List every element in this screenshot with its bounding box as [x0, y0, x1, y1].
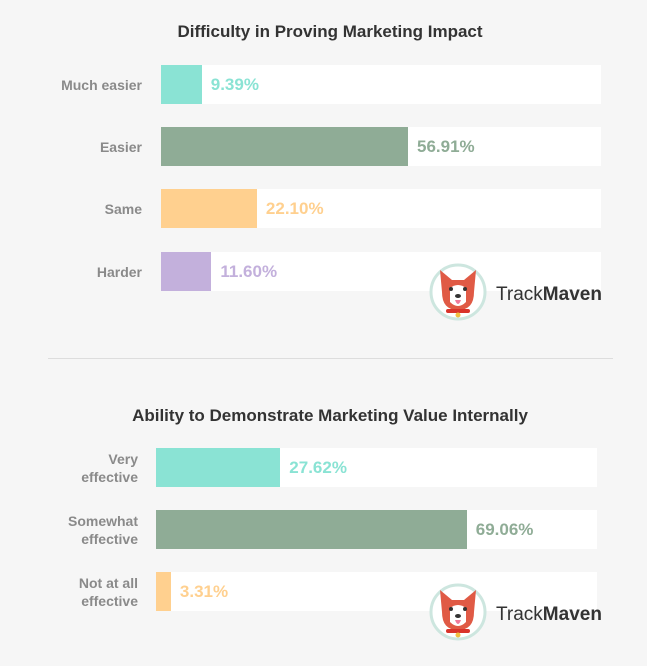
data-label: 11.60%	[220, 262, 278, 281]
logo-text-light: Track	[496, 603, 543, 625]
bar	[161, 189, 257, 228]
bar	[161, 127, 408, 166]
bar-track: 56.91%	[161, 127, 601, 166]
chart-title: Ability to Demonstrate Marketing Value I…	[132, 406, 528, 425]
data-label: 9.39%	[210, 75, 259, 94]
category-label: Much easier	[61, 76, 142, 93]
bar	[156, 510, 467, 549]
bar	[156, 448, 281, 487]
section-divider	[48, 358, 613, 359]
logo-text-bold: Maven	[542, 603, 602, 625]
bar-track: 22.10%	[161, 189, 601, 228]
logo-text-bold: Maven	[542, 283, 602, 305]
corgi-mascot-icon	[428, 582, 488, 647]
data-label: 69.06%	[475, 520, 534, 539]
chart-title: Difficulty in Proving Marketing Impact	[177, 22, 483, 41]
category-label: Very effective	[81, 450, 138, 485]
data-label: 3.31%	[179, 582, 229, 601]
trackmaven-logo: TrackMaven	[428, 262, 602, 327]
category-label: Same	[104, 200, 142, 217]
bar-track: 27.62%	[156, 448, 597, 487]
category-label: Not at all effective	[78, 574, 138, 609]
bar-track: 9.39%	[161, 65, 601, 104]
data-label: 56.91%	[416, 137, 475, 156]
category-label: Somewhat effective	[67, 512, 138, 547]
bar	[161, 252, 212, 291]
category-label: Harder	[96, 263, 142, 280]
logo-text: TrackMaven	[496, 604, 602, 626]
data-label: 22.10%	[265, 199, 324, 218]
data-label: 27.62%	[289, 458, 347, 477]
trackmaven-logo: TrackMaven	[428, 582, 602, 647]
bar-track: 3.31%	[156, 572, 597, 611]
bar	[156, 572, 171, 611]
logo-text: TrackMaven	[496, 284, 602, 306]
bar	[161, 65, 202, 104]
corgi-mascot-icon	[428, 262, 488, 327]
logo-text-light: Track	[496, 283, 543, 305]
bar-track: 11.60%	[161, 252, 601, 291]
category-label: Easier	[99, 138, 142, 155]
bar-track: 69.06%	[156, 510, 597, 549]
